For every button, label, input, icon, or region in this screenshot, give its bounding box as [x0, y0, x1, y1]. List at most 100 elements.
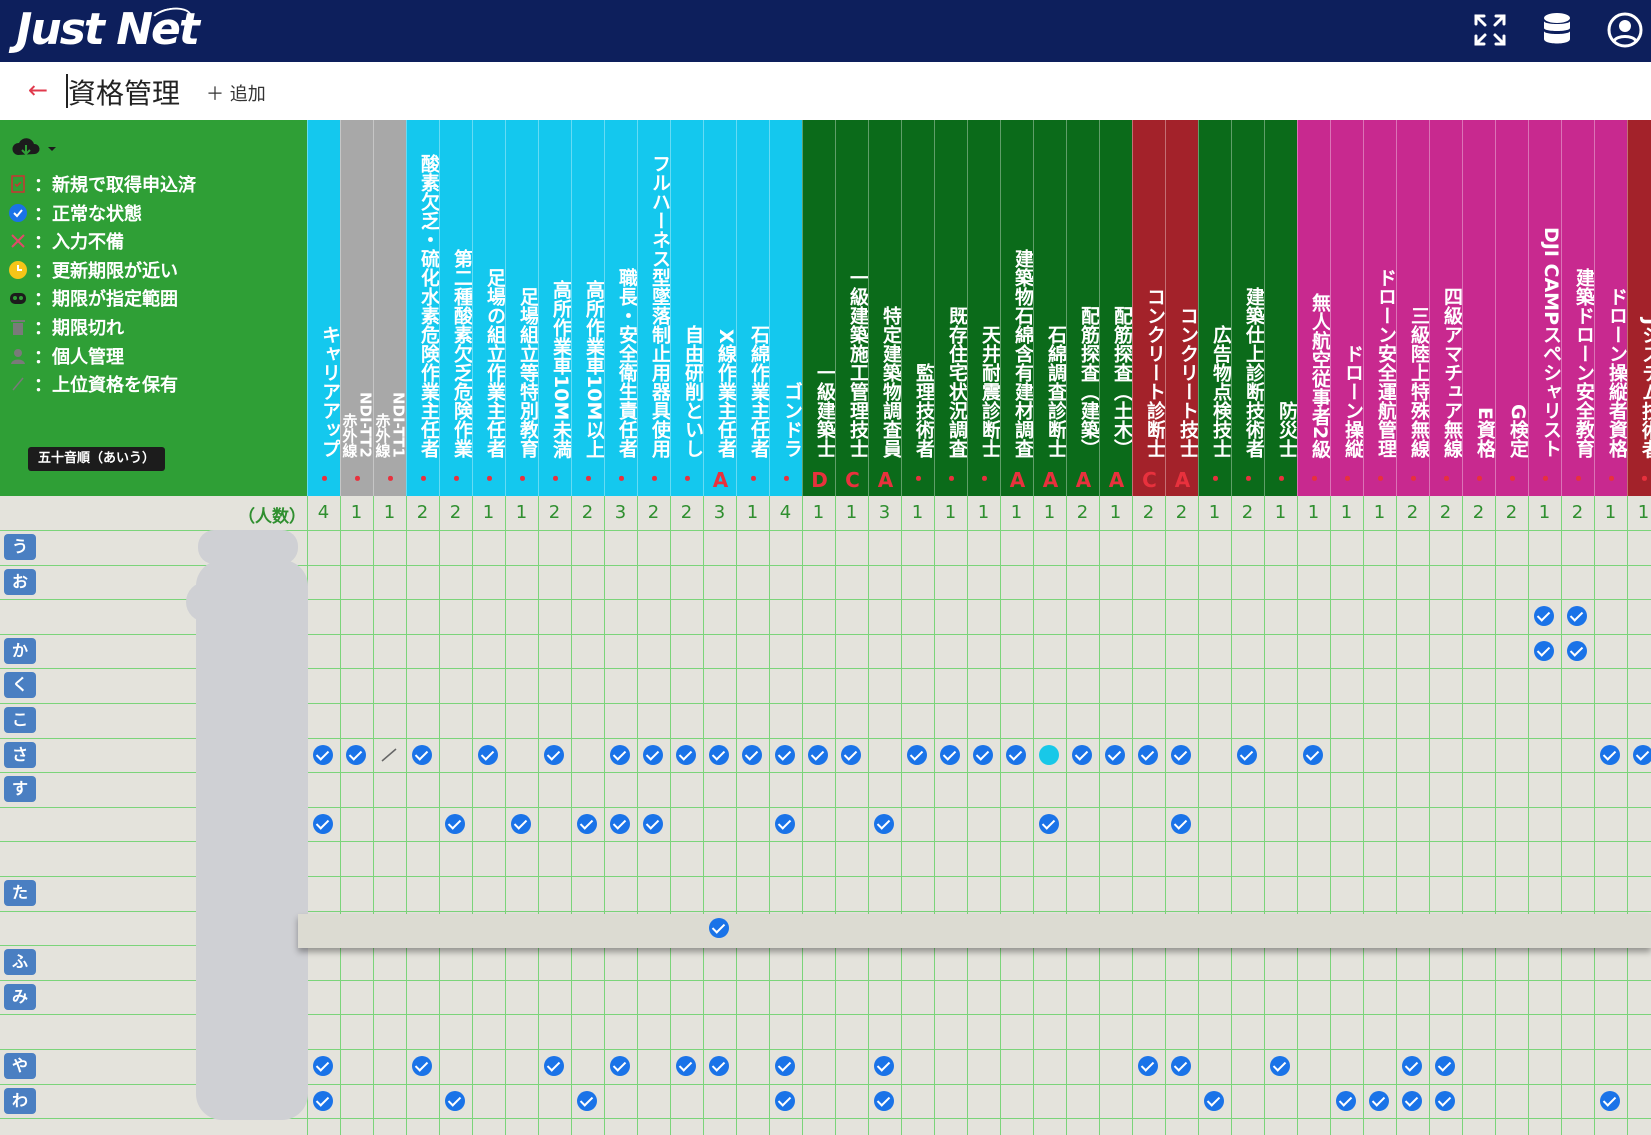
column-header[interactable]: 赤外線 NDI-TT1 ・: [373, 120, 407, 496]
check-circle-icon[interactable]: [544, 1056, 564, 1076]
check-circle-icon[interactable]: [1402, 1056, 1422, 1076]
check-circle-icon[interactable]: [1138, 744, 1158, 765]
column-header[interactable]: 天井耐震診断士・: [967, 120, 1001, 496]
check-circle-icon[interactable]: [874, 1090, 894, 1111]
kana-group-label[interactable]: た: [4, 880, 36, 906]
check-circle-icon[interactable]: [577, 1090, 597, 1111]
kana-group-label[interactable]: さ: [4, 741, 36, 768]
check-circle-icon[interactable]: [1171, 813, 1191, 834]
column-header[interactable]: 既存住宅状況調査・: [934, 120, 968, 496]
column-header[interactable]: 酸素欠乏・硫化水素危険作業主任者・: [406, 120, 440, 496]
column-header[interactable]: 四級アマチュア無線・: [1429, 120, 1463, 496]
column-header[interactable]: 足場の組立作業主任者・: [472, 120, 506, 496]
kana-group-label[interactable]: わ: [4, 1087, 36, 1114]
check-circle-icon[interactable]: [1402, 1090, 1422, 1111]
check-circle-icon[interactable]: [1270, 1056, 1290, 1076]
column-header[interactable]: 一級建築施工管理技士 C: [835, 120, 869, 496]
column-header[interactable]: 建築物石綿含有建材調査 A: [1000, 120, 1034, 496]
kana-group-label[interactable]: う: [4, 534, 36, 560]
column-header[interactable]: フルハーネス型墜落制止用器具使用・: [637, 120, 671, 496]
check-circle-icon[interactable]: [1171, 1056, 1191, 1076]
check-circle-icon[interactable]: [346, 744, 366, 765]
check-circle-icon[interactable]: [610, 813, 630, 834]
column-header[interactable]: 建築ドローン安全教育・: [1561, 120, 1595, 496]
column-header[interactable]: 赤外線 NDI-TT2 ・: [340, 120, 374, 496]
check-circle-icon[interactable]: [511, 813, 531, 834]
check-circle-icon[interactable]: [775, 813, 795, 834]
column-header[interactable]: 監理技術者・: [901, 120, 935, 496]
check-circle-icon[interactable]: [610, 1056, 630, 1076]
check-circle-icon[interactable]: [676, 1056, 696, 1076]
check-circle-icon[interactable]: [1567, 606, 1587, 627]
column-header[interactable]: 石綿調査診断士 A: [1033, 120, 1067, 496]
check-circle-icon[interactable]: [676, 744, 696, 765]
check-circle-icon[interactable]: [1303, 744, 1323, 765]
column-header[interactable]: ドローン操縦者資格・: [1594, 120, 1628, 496]
database-icon[interactable]: [1537, 10, 1577, 50]
check-circle-icon[interactable]: [313, 1090, 333, 1111]
check-circle-icon[interactable]: [940, 744, 960, 765]
column-header[interactable]: キャリアアップ・: [307, 120, 341, 496]
check-circle-icon[interactable]: [313, 813, 333, 834]
back-arrow-icon[interactable]: ←: [28, 76, 49, 104]
check-circle-icon[interactable]: [577, 813, 597, 834]
kana-group-label[interactable]: お: [4, 568, 36, 595]
column-header[interactable]: ドローン操縦・: [1330, 120, 1364, 496]
check-circle-icon[interactable]: [709, 1056, 729, 1076]
kana-group-label[interactable]: ふ: [4, 949, 36, 976]
check-circle-icon[interactable]: [1105, 744, 1125, 765]
check-circle-icon[interactable]: [1204, 1090, 1224, 1111]
check-circle-icon[interactable]: [1237, 744, 1257, 765]
check-circle-icon[interactable]: [808, 744, 828, 765]
column-header[interactable]: コンクリート診断士 C: [1132, 120, 1166, 496]
check-circle-icon[interactable]: [775, 1090, 795, 1111]
column-header[interactable]: 石綿作業主任者・: [736, 120, 770, 496]
check-circle-icon[interactable]: [1072, 744, 1092, 765]
check-circle-icon[interactable]: [544, 744, 564, 765]
sort-button[interactable]: 五十音順（あいう）: [28, 447, 166, 471]
add-button[interactable]: ＋ 追加: [206, 84, 266, 105]
check-circle-icon[interactable]: [1633, 744, 1651, 765]
check-circle-icon[interactable]: [445, 1090, 465, 1111]
check-circle-icon[interactable]: [643, 813, 663, 834]
kana-group-label[interactable]: か: [4, 637, 36, 664]
column-header[interactable]: コンクリート技士 A: [1165, 120, 1199, 496]
check-circle-icon[interactable]: [445, 813, 465, 834]
check-circle-icon[interactable]: [313, 744, 333, 765]
column-header[interactable]: 建築仕上診断技術者・: [1231, 120, 1265, 496]
check-circle-icon[interactable]: [874, 813, 894, 834]
check-circle-icon[interactable]: [775, 744, 795, 765]
check-circle-icon[interactable]: [973, 744, 993, 765]
check-circle-icon[interactable]: [1567, 640, 1587, 661]
column-header[interactable]: 配筋探査（土木） A: [1099, 120, 1133, 496]
column-header[interactable]: 職長・安全衛生責任者・: [604, 120, 638, 496]
app-logo[interactable]: Just Net: [16, 4, 200, 55]
check-circle-icon[interactable]: [841, 744, 861, 765]
account-icon[interactable]: [1605, 10, 1645, 50]
check-circle-icon[interactable]: [709, 917, 729, 938]
column-header[interactable]: 無人航空従事者2級・: [1297, 120, 1331, 496]
check-circle-icon[interactable]: [1534, 606, 1554, 627]
column-header[interactable]: E資格・: [1462, 120, 1496, 496]
column-header[interactable]: 自由研削といし・: [670, 120, 704, 496]
check-circle-icon[interactable]: [1435, 1056, 1455, 1076]
check-circle-icon[interactable]: [610, 744, 630, 765]
column-header[interactable]: G検定・: [1495, 120, 1529, 496]
check-circle-icon[interactable]: [478, 744, 498, 765]
kana-group-label[interactable]: す: [4, 776, 36, 803]
column-header[interactable]: 三級陸上特殊無線・: [1396, 120, 1430, 496]
expand-icon[interactable]: [1470, 10, 1510, 50]
check-circle-icon[interactable]: [1138, 1056, 1158, 1076]
column-header[interactable]: 防災士・: [1264, 120, 1298, 496]
check-circle-icon[interactable]: [1534, 640, 1554, 661]
kana-group-label[interactable]: み: [4, 983, 36, 1010]
check-circle-icon[interactable]: [1435, 1090, 1455, 1111]
check-circle-icon[interactable]: [742, 744, 762, 765]
column-header[interactable]: X線作業主任者 A: [703, 120, 737, 496]
check-circle-icon[interactable]: [907, 744, 927, 765]
check-circle-icon[interactable]: [1171, 744, 1191, 765]
column-header[interactable]: 特定建築物調査員 A: [868, 120, 902, 496]
kana-group-label[interactable]: や: [4, 1053, 36, 1079]
column-header[interactable]: 配筋探査（建築） A: [1066, 120, 1100, 496]
check-circle-icon[interactable]: [643, 744, 663, 765]
